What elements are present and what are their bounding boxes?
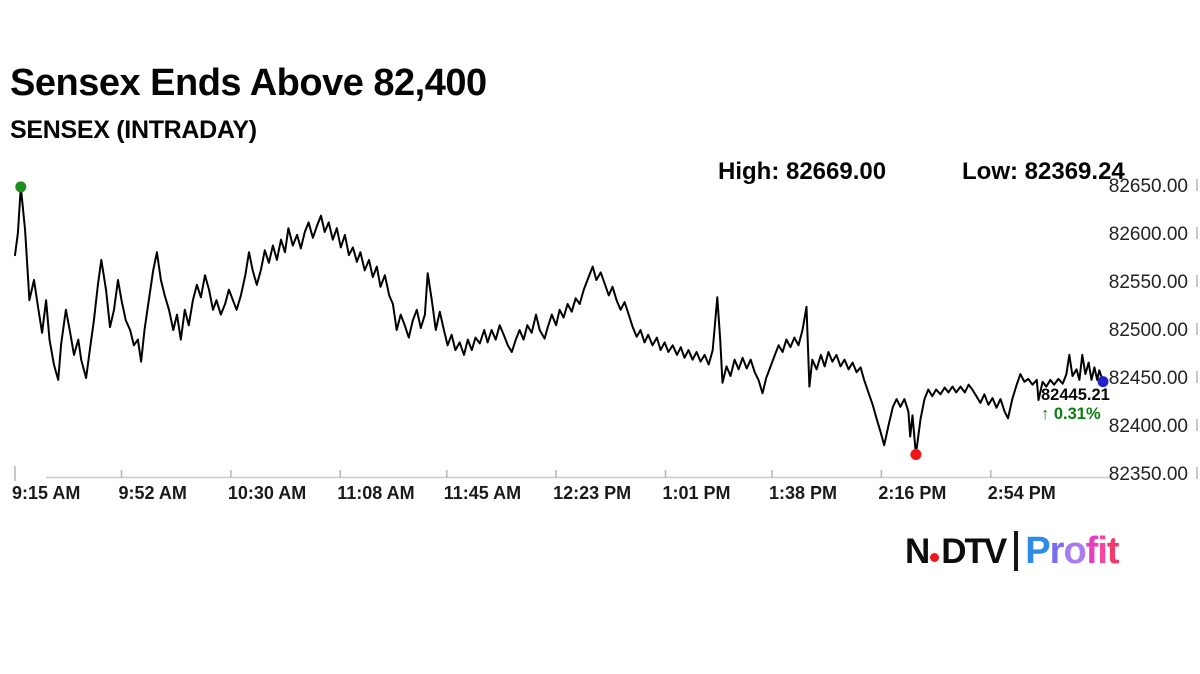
y-axis-tick [1196, 227, 1198, 239]
x-axis-label: 1:38 PM [769, 483, 837, 503]
low-marker [910, 449, 922, 460]
profit-wordmark: Profit [1025, 530, 1120, 572]
last-marker [1097, 376, 1109, 388]
y-axis-tick [1196, 419, 1198, 431]
y-axis-tick [1196, 323, 1198, 335]
logo-separator [1014, 531, 1019, 571]
change-percent: ↑ 0.31% [1041, 405, 1110, 424]
x-axis-label: 1:01 PM [662, 483, 730, 503]
x-axis-label: 12:23 PM [553, 483, 631, 503]
x-axis-label: 11:08 AM [337, 483, 414, 503]
x-axis-label: 11:45 AM [444, 483, 521, 503]
ndtv-wordmark: N DTV [905, 531, 1007, 571]
high-label: High: [718, 158, 780, 185]
low-value: 82369.24 [1024, 158, 1125, 185]
y-axis-label: 82550.00 [1109, 272, 1188, 293]
x-axis-label: 10:30 AM [228, 483, 306, 503]
y-axis-tick [1196, 371, 1198, 383]
x-axis-label: 9:15 AM [12, 483, 80, 503]
y-axis-label: 82450.00 [1109, 368, 1188, 389]
ndtv-letters-dtv: DTV [941, 531, 1007, 571]
y-axis-label: 82600.00 [1109, 224, 1188, 245]
y-axis-label: 82500.00 [1109, 320, 1188, 341]
last-price-value: 82445.21 [1041, 386, 1110, 404]
x-axis-label: 2:16 PM [878, 483, 946, 503]
page-title: Sensex Ends Above 82,400 [10, 62, 487, 104]
y-axis-label: 82400.00 [1109, 416, 1188, 437]
y-axis-label: 82350.00 [1109, 464, 1188, 485]
profit-letter: o [1063, 530, 1086, 572]
y-axis-tick [1196, 275, 1198, 287]
ndtv-letter-n: N [905, 531, 930, 571]
price-line [14, 185, 1104, 456]
up-arrow-icon: ↑ [1041, 405, 1050, 423]
x-axis-label: 2:54 PM [988, 483, 1056, 503]
y-axis-label: 82650.00 [1109, 176, 1188, 197]
high-value: 82669.00 [785, 158, 887, 185]
profit-letter: t [1106, 530, 1120, 572]
high-stat: High: 82669.00 [718, 158, 886, 186]
low-stat: Low: 82369.24 [962, 158, 1125, 186]
y-axis-tick [1196, 467, 1198, 479]
ndtv-profit-logo: N DTV Profit [905, 530, 1120, 572]
profit-letter: i [1097, 530, 1108, 572]
profit-letter: f [1085, 530, 1099, 572]
high-marker [15, 181, 27, 193]
change-percent-value: 0.31% [1053, 405, 1101, 423]
low-label: Low: [962, 158, 1018, 185]
profit-letter: r [1049, 530, 1065, 572]
y-axis-tick [1196, 179, 1198, 191]
x-axis-label: 9:52 AM [118, 483, 186, 503]
ndtv-red-dot-icon [930, 552, 940, 562]
last-price-callout: 82445.21 ↑ 0.31% [1041, 386, 1110, 424]
chart-subtitle: SENSEX (INTRADAY) [10, 116, 257, 144]
profit-letter: P [1025, 530, 1050, 572]
